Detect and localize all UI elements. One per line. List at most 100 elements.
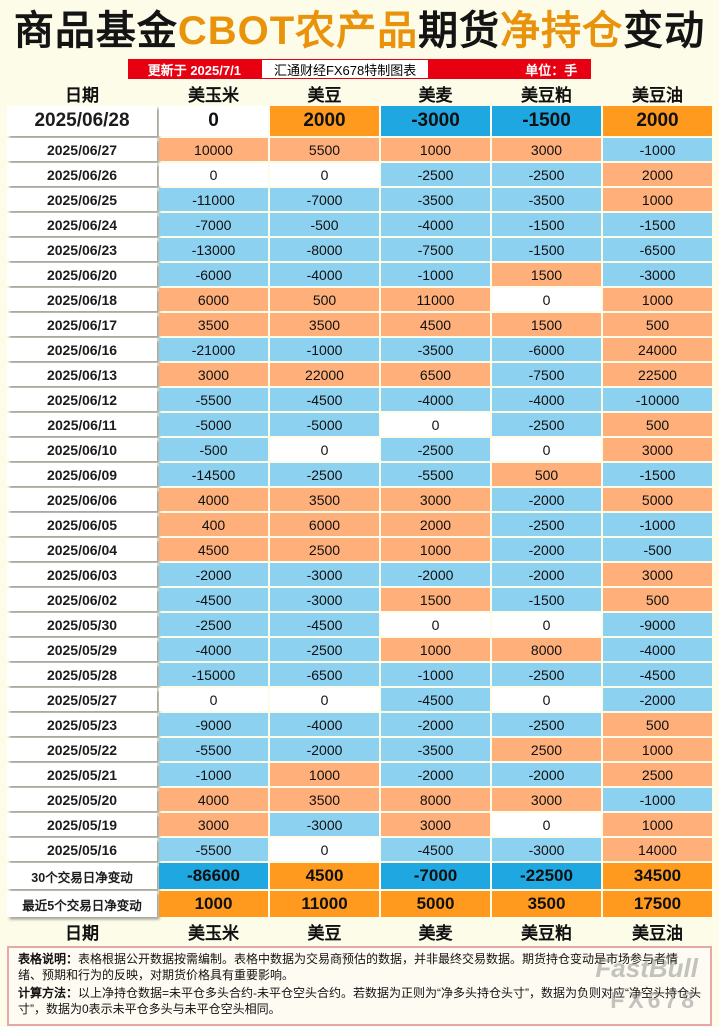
column-header: 美豆油 [632, 85, 683, 105]
summary-label: 30个交易日净变动 [7, 863, 157, 889]
date-cell: 2025/05/16 [7, 838, 157, 861]
table-row: 2025/06/18 6000 500 11000 0 1000 [7, 288, 712, 311]
value-cell: -2500 [270, 638, 379, 661]
value-cell: -2500 [492, 513, 601, 536]
value-cell: 3000 [381, 813, 490, 836]
value-cell: -2500 [492, 163, 601, 186]
source-label: 汇通财经FX678特制图表 [260, 59, 430, 79]
value-cell: 3500 [159, 313, 268, 336]
table-row: 2025/06/09 -14500 -2500 -5500 500 -1500 [7, 463, 712, 486]
value-cell: -7500 [381, 238, 490, 261]
table-row: 2025/06/28 0 2000 -3000 -1500 2000 [7, 106, 712, 136]
value-cell: -5000 [270, 413, 379, 436]
date-cell: 2025/06/09 [7, 463, 157, 486]
value-cell: 0 [381, 613, 490, 636]
table-row: 2025/06/20 -6000 -4000 -1000 1500 -3000 [7, 263, 712, 286]
value-cell: -4500 [270, 388, 379, 411]
value-cell: 1000 [381, 138, 490, 161]
value-cell: -4500 [603, 663, 712, 686]
value-cell: 500 [603, 713, 712, 736]
value-cell: -4500 [381, 838, 490, 861]
column-header: 美玉米 [188, 85, 239, 105]
value-cell: -2500 [381, 163, 490, 186]
date-cell: 2025/05/20 [7, 788, 157, 811]
value-cell: -7500 [492, 363, 601, 386]
value-cell: -4500 [270, 613, 379, 636]
summary-value-cell: -7000 [381, 863, 490, 889]
value-cell: -6500 [603, 238, 712, 261]
value-cell: 0 [492, 613, 601, 636]
value-cell: -1000 [603, 138, 712, 161]
table-row: 2025/06/23 -13000 -8000 -7500 -1500 -6500 [7, 238, 712, 261]
value-cell: -1500 [492, 588, 601, 611]
value-cell: 3000 [603, 563, 712, 586]
value-cell: 22000 [270, 363, 379, 386]
date-cell: 2025/05/28 [7, 663, 157, 686]
value-cell: 0 [492, 438, 601, 461]
footer-column-header: 日期 [65, 924, 99, 943]
meta-bar: 更新于 2025/7/1 汇通财经FX678特制图表 单位：手 [0, 59, 719, 79]
table-footer-row: 日期 美玉米 美豆 美麦 美豆粕 美豆油 [7, 919, 712, 944]
value-cell: -9000 [159, 713, 268, 736]
value-cell: 1000 [603, 738, 712, 761]
summary-value-cell: 1000 [159, 891, 268, 917]
value-cell: -3000 [492, 838, 601, 861]
value-cell: -1000 [270, 338, 379, 361]
value-cell: 500 [603, 313, 712, 336]
table-row: 2025/06/25 -11000 -7000 -3500 -3500 1000 [7, 188, 712, 211]
footer-column-header: 美豆粕 [521, 924, 572, 943]
table-body: 2025/06/28 0 2000 -3000 -1500 2000 2025/06/27 1… [7, 106, 712, 861]
value-cell: 24000 [603, 338, 712, 361]
value-cell: 0 [159, 163, 268, 186]
value-cell: -1500 [603, 463, 712, 486]
table-row: 2025/06/03 -2000 -3000 -2000 -2000 3000 [7, 563, 712, 586]
table-row: 2025/05/29 -4000 -2500 1000 8000 -4000 [7, 638, 712, 661]
value-cell: -2000 [381, 713, 490, 736]
value-cell: -2000 [492, 763, 601, 786]
value-cell: 500 [270, 288, 379, 311]
value-cell: 0 [270, 838, 379, 861]
value-cell: -1500 [492, 213, 601, 236]
value-cell: -2000 [492, 563, 601, 586]
value-cell: 1500 [492, 313, 601, 336]
footer-column-header: 美豆 [307, 924, 342, 943]
value-cell: -4500 [159, 588, 268, 611]
footer-column-header: 美玉米 [188, 924, 239, 943]
value-cell: 2500 [492, 738, 601, 761]
value-cell: -4000 [159, 638, 268, 661]
value-cell: 0 [270, 688, 379, 711]
value-cell: 0 [492, 288, 601, 311]
value-cell: -4000 [603, 638, 712, 661]
date-cell: 2025/05/21 [7, 763, 157, 786]
footer-column-header: 美麦 [418, 924, 453, 943]
value-cell: 3000 [159, 363, 268, 386]
value-cell: -1500 [603, 213, 712, 236]
date-cell: 2025/06/12 [7, 388, 157, 411]
note-text: 以上净持仓数据=未平仓多头合约-未平仓空头合约。若数据为正则为“净多头持仓头寸”… [18, 986, 702, 1016]
table-row: 2025/05/23 -9000 -4000 -2000 -2500 500 [7, 713, 712, 736]
value-cell: -3500 [381, 188, 490, 211]
value-cell: -4000 [492, 388, 601, 411]
value-cell: 8000 [381, 788, 490, 811]
note-label: 表格说明： [18, 952, 79, 966]
column-header: 美豆 [307, 85, 342, 105]
value-cell: 14000 [603, 838, 712, 861]
value-cell: 3500 [270, 488, 379, 511]
value-cell: -1000 [603, 788, 712, 811]
value-cell: 2500 [603, 763, 712, 786]
summary-value-cell: 17500 [603, 891, 712, 917]
value-cell: 4000 [159, 788, 268, 811]
value-cell: -5500 [381, 463, 490, 486]
date-cell: 2025/06/26 [7, 163, 157, 186]
table-row: 2025/06/13 3000 22000 6500 -7500 22500 [7, 363, 712, 386]
value-cell: -1000 [381, 663, 490, 686]
note-explanation: 表格说明：表格根据公开数据按需编制。表格中数据为交易商预估的数据，并非最终交易数… [18, 952, 701, 983]
value-cell: -4000 [270, 263, 379, 286]
value-cell: 4500 [159, 538, 268, 561]
value-cell: 1000 [603, 288, 712, 311]
value-cell: 2500 [270, 538, 379, 561]
summary-value-cell: -86600 [159, 863, 268, 889]
value-cell: 1000 [270, 763, 379, 786]
positions-table: 日期 美玉米 美豆 美麦 美豆粕 美豆油 2025/06/28 0 2000 -3000 -150… [0, 81, 719, 944]
value-cell: -2500 [492, 713, 601, 736]
